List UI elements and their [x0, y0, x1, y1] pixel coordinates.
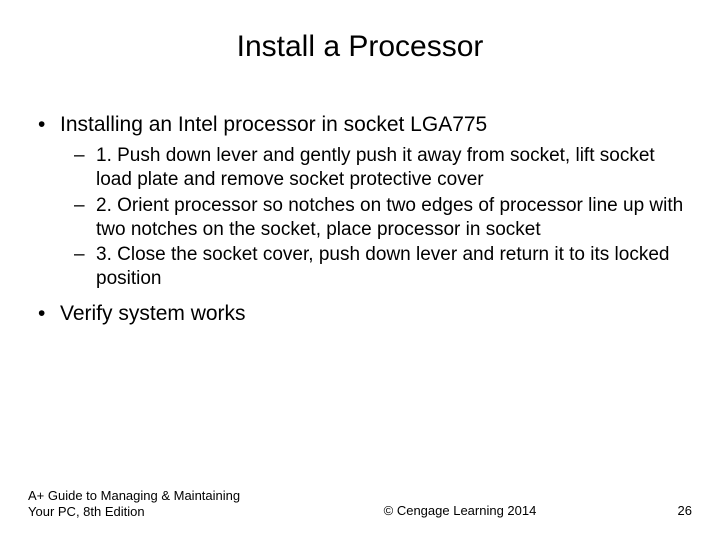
- bullet-text: 3. Close the socket cover, push down lev…: [96, 244, 669, 289]
- bullet-text: 2. Orient processor so notches on two ed…: [96, 195, 683, 240]
- slide: Install a Processor Installing an Intel …: [0, 0, 720, 540]
- slide-title: Install a Processor: [28, 30, 692, 64]
- footer-left: A+ Guide to Managing & Maintaining Your …: [28, 488, 268, 521]
- slide-footer: A+ Guide to Managing & Maintaining Your …: [0, 488, 720, 521]
- bullet-level2: 1. Push down lever and gently push it aw…: [72, 144, 692, 192]
- page-number: 26: [652, 503, 692, 520]
- bullet-level1: Verify system works: [32, 301, 692, 327]
- slide-content: Installing an Intel processor in socket …: [28, 112, 692, 327]
- bullet-level1: Installing an Intel processor in socket …: [32, 112, 692, 138]
- bullet-text: Verify system works: [60, 302, 246, 325]
- bullet-level2: 2. Orient processor so notches on two ed…: [72, 194, 692, 242]
- footer-copyright: © Cengage Learning 2014: [268, 503, 652, 520]
- bullet-text: 1. Push down lever and gently push it aw…: [96, 145, 655, 190]
- bullet-level2: 3. Close the socket cover, push down lev…: [72, 243, 692, 291]
- bullet-text: Installing an Intel processor in socket …: [60, 113, 487, 136]
- sub-bullet-group: 1. Push down lever and gently push it aw…: [32, 144, 692, 291]
